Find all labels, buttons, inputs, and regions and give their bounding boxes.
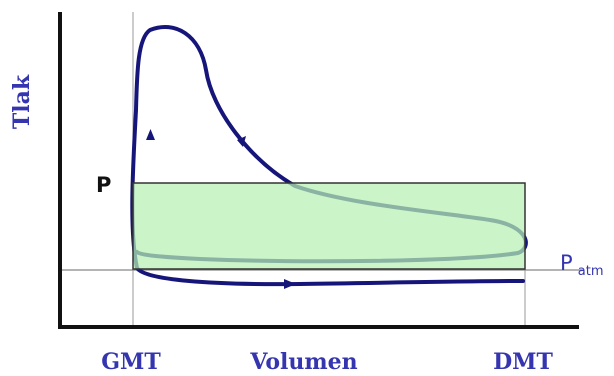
tdc-label: GMT	[101, 349, 161, 375]
intake-arrow-icon	[284, 279, 296, 289]
pressure-label: P	[96, 173, 111, 197]
atmospheric-pressure-base: P	[560, 251, 573, 275]
bdc-label: DMT	[493, 349, 553, 375]
volume-label: Volumen	[249, 349, 357, 375]
expansion-arrow-icon	[237, 136, 246, 147]
atmospheric-pressure-label: P atm	[560, 251, 604, 279]
compression-arrow-icon	[146, 129, 155, 140]
y-axis-label: Tlak	[9, 74, 35, 129]
atmospheric-pressure-subscript: atm	[578, 264, 604, 279]
mean-pressure-rectangle	[132, 182, 526, 270]
